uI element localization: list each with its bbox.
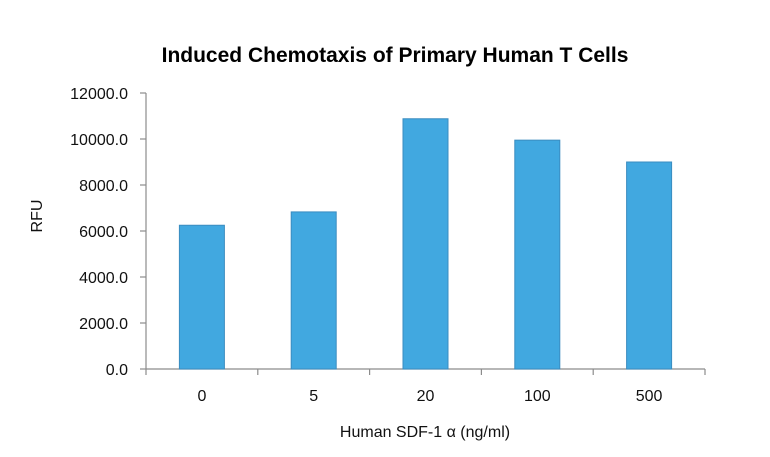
bar-500 (626, 161, 673, 370)
y-tick-label: 2000.0 (79, 316, 128, 333)
axes (140, 92, 706, 375)
x-axis-label: Human SDF-1 α (ng/ml) (340, 424, 510, 441)
x-tick-label: 5 (309, 388, 318, 405)
x-tick-label: 500 (636, 388, 663, 405)
bars (178, 118, 673, 370)
bar-0 (178, 224, 225, 370)
y-tick-label: 6000.0 (79, 224, 128, 241)
x-tick-label: 20 (417, 388, 435, 405)
y-tick-label: 4000.0 (79, 270, 128, 287)
y-tick-label: 10000.0 (70, 132, 128, 149)
y-tick-label: 12000.0 (70, 86, 128, 103)
y-tick-label: 0.0 (106, 362, 128, 379)
bar-100 (514, 139, 561, 370)
y-axis-label: RFU (29, 200, 46, 233)
bar-20 (402, 118, 449, 370)
y-tick-label: 8000.0 (79, 178, 128, 195)
x-tick-label: 100 (524, 388, 551, 405)
chart-title: Induced Chemotaxis of Primary Human T Ce… (162, 44, 629, 67)
x-tick-label: 0 (197, 388, 206, 405)
bar-5 (290, 211, 337, 370)
tick-labels: 0.0 2000.0 4000.0 6000.0 8000.0 10000.0 12000.… (70, 86, 662, 405)
